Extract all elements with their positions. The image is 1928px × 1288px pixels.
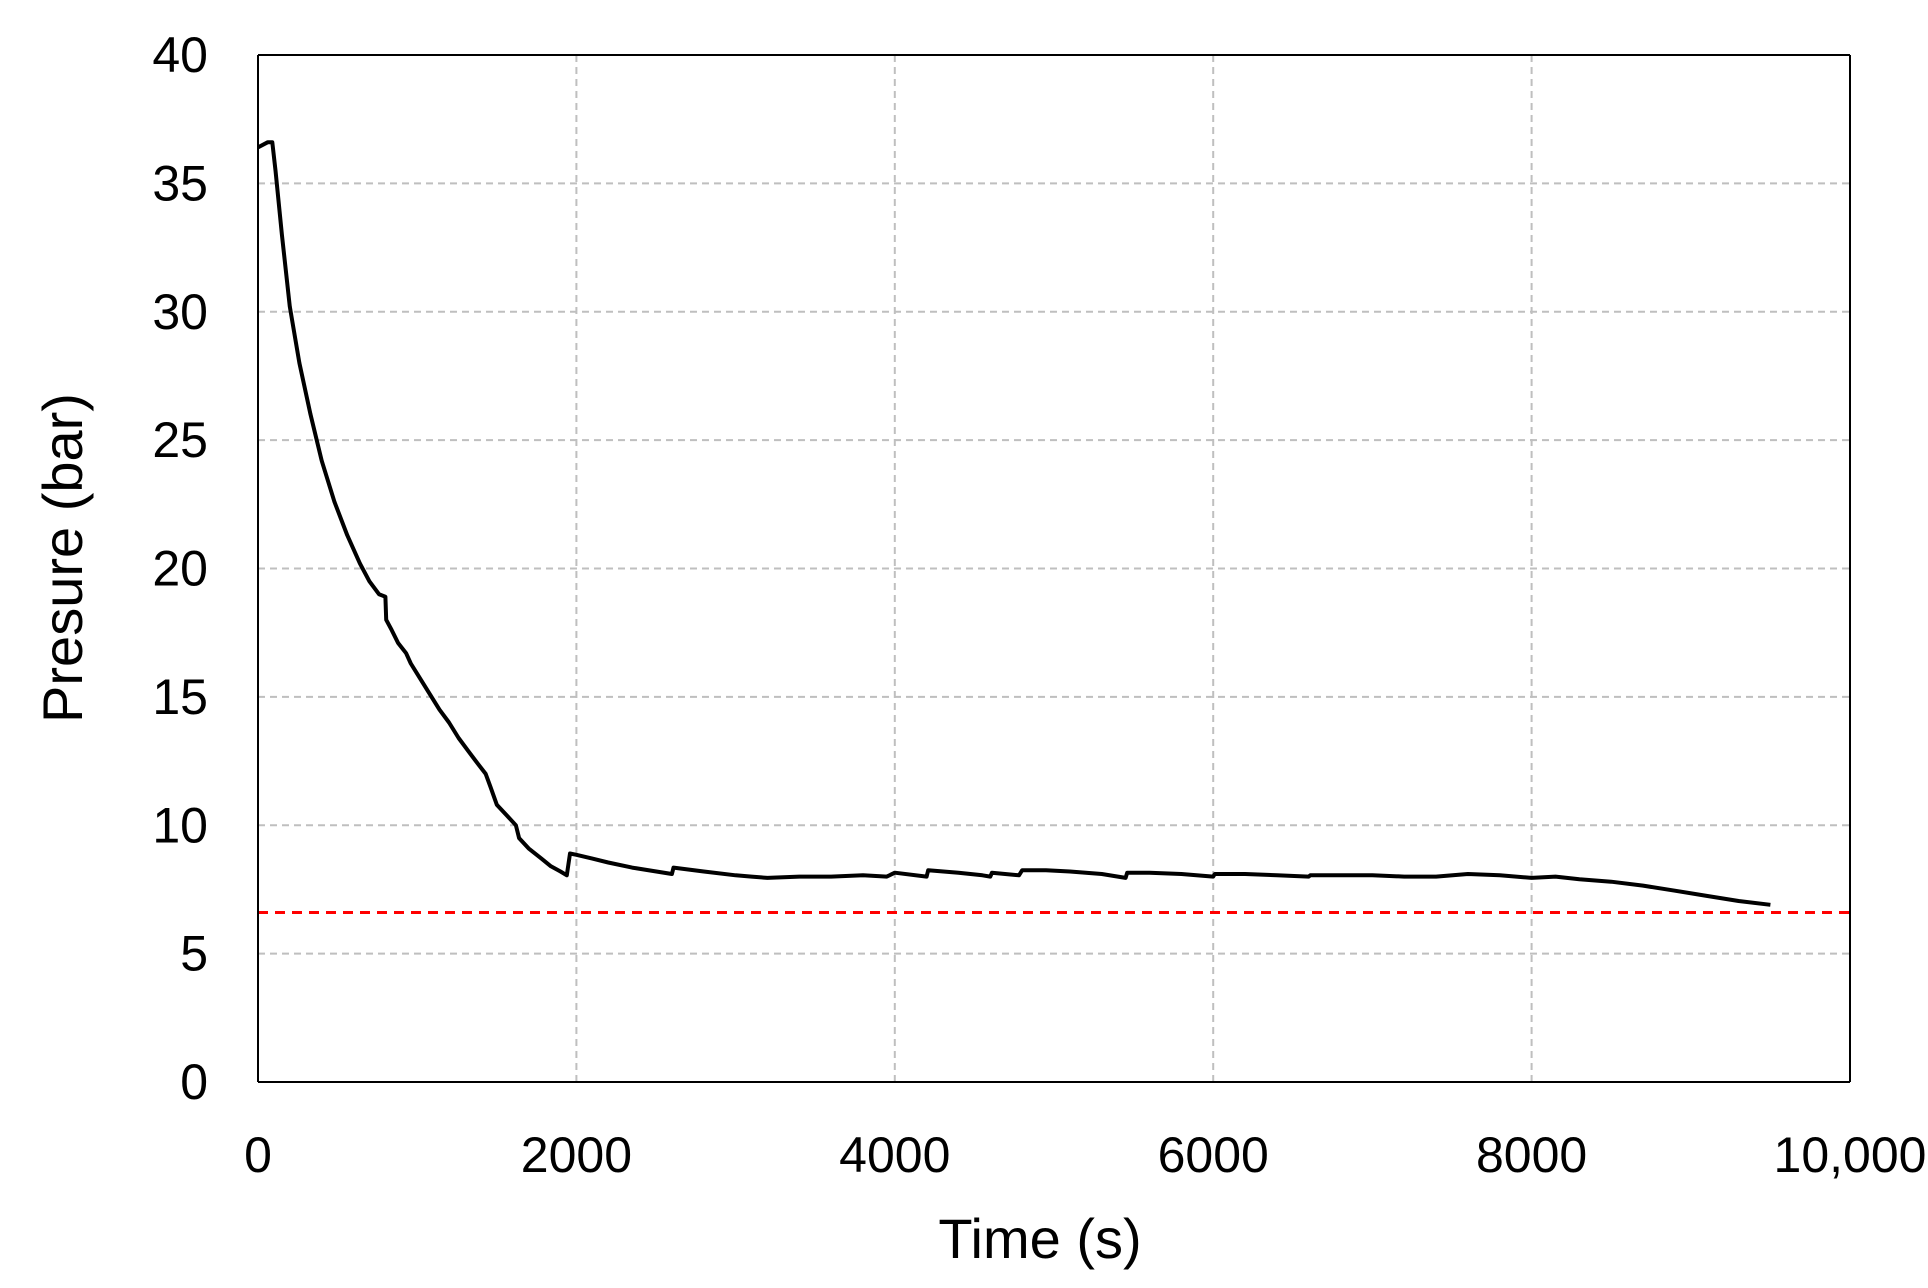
x-axis-title: Time (s) — [938, 1207, 1141, 1270]
x-tick-label-0: 0 — [244, 1127, 272, 1183]
y-tick-label-25: 25 — [152, 412, 208, 468]
grid-lines — [258, 54, 1850, 1082]
y-tick-label-40: 40 — [152, 27, 208, 83]
y-tick-label-5: 5 — [180, 926, 208, 982]
y-tick-label-0: 0 — [180, 1054, 208, 1110]
y-tick-labels: 0 5 10 15 20 25 30 35 40 — [152, 27, 208, 1110]
x-tick-label-10,000: 10,000 — [1774, 1127, 1927, 1183]
y-axis-title: Presure (bar) — [31, 393, 94, 723]
axes — [257, 54, 1851, 1083]
x-tick-label-6000: 6000 — [1158, 1127, 1269, 1183]
x-tick-label-8000: 8000 — [1476, 1127, 1587, 1183]
series-line-0 — [257, 140, 1771, 907]
series-group — [257, 140, 1771, 907]
y-tick-label-35: 35 — [152, 155, 208, 211]
y-tick-label-15: 15 — [152, 669, 208, 725]
y-tick-label-30: 30 — [152, 284, 208, 340]
x-tick-label-2000: 2000 — [521, 1127, 632, 1183]
x-tick-label-4000: 4000 — [839, 1127, 950, 1183]
x-tick-labels: 0 2000 4000 6000 8000 10,000 — [244, 1127, 1926, 1183]
y-tick-label-10: 10 — [152, 797, 208, 853]
y-tick-label-20: 20 — [152, 541, 208, 597]
